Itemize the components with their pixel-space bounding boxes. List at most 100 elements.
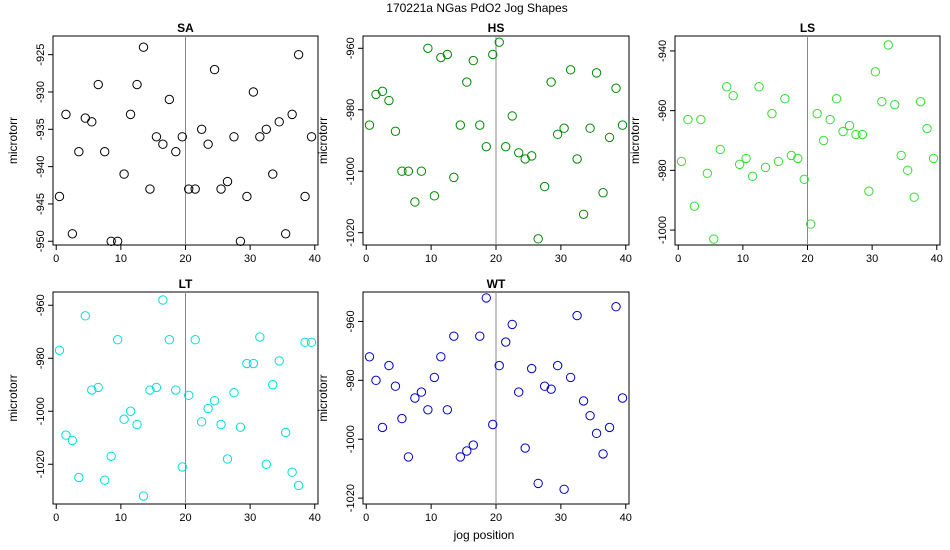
ls-data-point xyxy=(838,126,848,137)
lt-data-point xyxy=(132,419,142,430)
ls-data-point xyxy=(928,153,939,164)
sa-x-tick-label: 0 xyxy=(53,253,59,265)
lt-data-point xyxy=(222,454,233,464)
ls-data-point xyxy=(683,114,693,125)
lt-title: LT xyxy=(179,277,193,291)
sa-data-point xyxy=(190,184,200,194)
wt-data-point xyxy=(384,360,394,371)
hs-data-point xyxy=(377,86,388,97)
lt-data-point xyxy=(106,451,116,461)
sa-data-point xyxy=(80,113,91,123)
hs-title: HS xyxy=(488,21,505,35)
lt-data-point xyxy=(293,480,304,491)
ls-data-point xyxy=(883,40,893,50)
lt-data-point xyxy=(248,358,259,369)
ls-y-tick-label: -960 xyxy=(657,100,669,122)
wt-data-point xyxy=(377,422,388,433)
lt-data-point xyxy=(216,419,226,430)
lt-data-point xyxy=(242,358,252,369)
sa-data-point xyxy=(74,146,84,157)
ls-data-point xyxy=(728,91,738,101)
ls-data-point xyxy=(747,171,758,182)
ls-data-point xyxy=(909,192,919,202)
sa-data-point xyxy=(87,117,97,127)
wt-data-point xyxy=(462,446,472,456)
ls-data-point xyxy=(902,165,913,176)
lt-data-point xyxy=(54,345,65,355)
lt-data-point xyxy=(158,295,168,305)
sa-data-point xyxy=(61,109,71,120)
hs-data-point xyxy=(526,151,537,161)
sa-data-point xyxy=(255,132,265,142)
hs-data-point xyxy=(494,37,504,47)
ls-data-point xyxy=(825,114,835,125)
lt-y-tick-label: -1020 xyxy=(35,450,47,478)
panel-wt: WT 0 10 20 30 40 -1020 -1000 -980 -960 microtorr xyxy=(316,277,632,524)
ls-data-point xyxy=(702,168,713,179)
ls-data-point xyxy=(844,120,855,131)
hs-x-tick-label: 10 xyxy=(425,253,437,265)
hs-data-point xyxy=(442,49,453,60)
wt-data-point xyxy=(436,352,446,362)
hs-x-tick-label: 30 xyxy=(555,253,567,265)
sa-data-point xyxy=(209,64,220,75)
wt-data-point xyxy=(371,375,381,386)
lt-data-point xyxy=(196,417,207,427)
sa-y-tick-label: -945 xyxy=(35,193,47,215)
ls-data-point xyxy=(851,129,861,140)
ls-data-point xyxy=(786,150,797,161)
lt-data-point xyxy=(87,385,97,395)
hs-data-point xyxy=(429,191,440,201)
lt-data-point xyxy=(177,462,187,472)
lt-data-point xyxy=(190,335,200,345)
sa-data-point xyxy=(67,229,78,239)
lt-data-point xyxy=(235,422,246,432)
ls-data-point xyxy=(870,67,881,77)
hs-x-tick-label: 0 xyxy=(363,253,369,265)
sa-y-tick-label: -930 xyxy=(35,81,47,103)
lt-ylabel: microtorr xyxy=(6,374,20,421)
panels-container: SA 0 10 20 30 40 -950 -945 -940 -935 -930 -925 micro… xyxy=(6,21,943,524)
wt-y-tick-label: -960 xyxy=(345,310,357,332)
wt-data-point xyxy=(475,331,485,341)
hs-data-point xyxy=(565,65,576,75)
hs-data-point xyxy=(533,234,543,244)
figure-suptitle: 170221a NGas PdO2 Jog Shapes xyxy=(386,1,567,15)
hs-data-point xyxy=(604,132,615,143)
wt-x-tick-label: 10 xyxy=(425,512,437,524)
ls-data-point xyxy=(689,201,700,211)
hs-y-tick-label: -960 xyxy=(345,37,357,59)
wt-data-point xyxy=(494,360,504,371)
hs-data-point xyxy=(390,126,401,136)
sa-data-point xyxy=(229,132,239,142)
sa-data-point xyxy=(100,146,110,157)
hs-x-tick-label: 40 xyxy=(620,253,632,265)
ls-data-point xyxy=(767,108,777,119)
sa-data-point xyxy=(306,132,317,142)
lt-x-tick-label: 20 xyxy=(179,512,191,524)
sa-data-point xyxy=(158,139,168,149)
sa-data-point xyxy=(132,79,142,90)
wt-data-point xyxy=(565,372,576,383)
wt-data-point xyxy=(585,410,595,421)
lt-data-point xyxy=(268,380,278,390)
hs-data-point xyxy=(397,166,407,176)
wt-data-point xyxy=(617,393,628,403)
hs-y-tick-label: -1000 xyxy=(345,157,357,185)
wt-data-point xyxy=(455,452,466,462)
wt-data-point xyxy=(539,381,550,391)
wt-data-point xyxy=(468,440,478,450)
sa-data-point xyxy=(93,79,103,90)
wt-data-point xyxy=(604,422,615,433)
sa-data-point xyxy=(184,184,194,194)
sa-x-tick-label: 40 xyxy=(309,253,321,265)
hs-data-point xyxy=(449,172,459,183)
wt-data-point xyxy=(559,484,569,494)
wt-data-point xyxy=(364,352,375,362)
lt-data-point xyxy=(261,459,271,469)
hs-data-point xyxy=(546,77,556,87)
hs-data-point xyxy=(598,188,608,198)
lt-data-point xyxy=(80,311,91,321)
lt-data-point xyxy=(138,491,149,501)
